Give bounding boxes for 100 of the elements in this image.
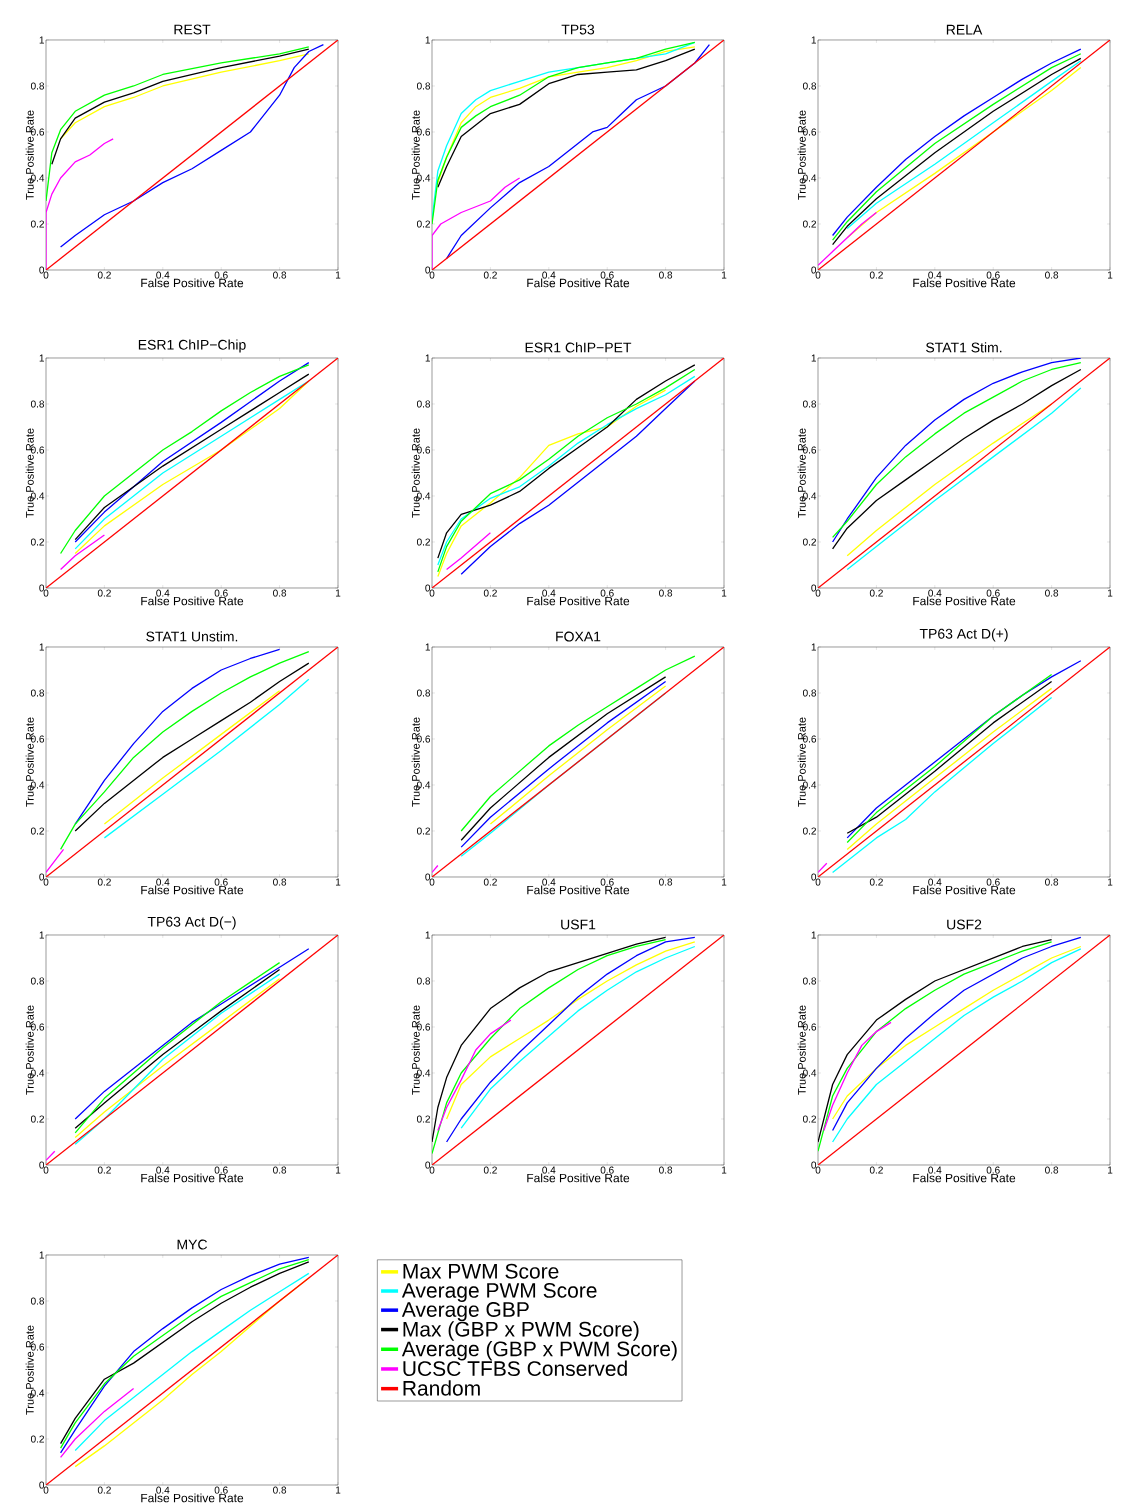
x-axis-title: False Positive Rate xyxy=(913,278,1016,288)
x-tick-label: 0.2 xyxy=(869,878,883,886)
x-tick-label: 0.6 xyxy=(214,1166,228,1174)
x-axis-title: False Positive Rate xyxy=(141,596,244,606)
y-tick-label: 1 xyxy=(39,36,44,44)
x-tick-label: 0.8 xyxy=(273,589,287,597)
x-tick-label: 0.4 xyxy=(928,1166,942,1174)
x-tick-label: 0.6 xyxy=(600,271,614,279)
y-tick-label: 0.2 xyxy=(802,220,816,228)
x-tick-label: 0.8 xyxy=(273,1486,287,1494)
legend-label: Random xyxy=(403,1380,480,1396)
x-tick-label: 0.4 xyxy=(156,878,170,886)
y-tick-label: 0 xyxy=(39,266,45,274)
x-tick-label: 0.8 xyxy=(273,1166,287,1174)
x-tick-label: 0.6 xyxy=(986,271,1000,279)
y-tick-label: 0.2 xyxy=(30,1115,44,1123)
chart-title: MYC xyxy=(177,1239,208,1250)
y-tick-label: 0.8 xyxy=(30,689,45,697)
x-tick-label: 1 xyxy=(1108,271,1113,279)
y-tick-label: 0 xyxy=(811,1161,817,1169)
y-tick-label: 0.8 xyxy=(416,977,431,985)
y-tick-label: 0 xyxy=(425,1161,431,1169)
x-tick-label: 0.4 xyxy=(928,878,942,886)
y-tick-label: 0.8 xyxy=(30,82,45,90)
x-tick-label: 0.8 xyxy=(1045,1166,1059,1174)
y-tick-label: 0.2 xyxy=(802,1115,816,1123)
chart-title: REST xyxy=(174,24,211,35)
y-tick-label: 1 xyxy=(39,931,44,939)
legend-label: Average PWM Score xyxy=(401,1282,597,1302)
y-tick-label: 0 xyxy=(425,266,431,274)
y-tick-label: 1 xyxy=(39,1251,44,1259)
x-tick-label: 0.6 xyxy=(214,589,228,597)
x-tick-label: 0.4 xyxy=(928,589,942,597)
y-tick-label: 1 xyxy=(425,931,430,939)
legend-label: Max PWM Score xyxy=(403,1263,559,1279)
chart-title: TP63 Act D(−) xyxy=(147,916,236,930)
x-tick-label: 0.6 xyxy=(986,1166,1000,1174)
y-tick-label: 0.2 xyxy=(30,220,44,228)
x-tick-label: 0.8 xyxy=(273,878,287,886)
x-tick-label: 0.8 xyxy=(659,878,673,886)
x-tick-label: 0.4 xyxy=(542,271,556,279)
y-tick-label: 0.2 xyxy=(416,1115,430,1123)
x-tick-label: 0.8 xyxy=(1045,589,1059,597)
x-tick-label: 0.4 xyxy=(156,589,170,597)
x-axis-title: False Positive Rate xyxy=(527,1173,630,1183)
x-axis-title: False Positive Rate xyxy=(913,1173,1016,1183)
x-tick-label: 0.6 xyxy=(600,589,614,597)
y-tick-label: 1 xyxy=(425,643,430,651)
y-tick-label: 0.2 xyxy=(30,827,44,835)
y-tick-label: 1 xyxy=(811,354,817,362)
legend-label: Average (GBP x PWM Score) xyxy=(401,1340,677,1361)
y-tick-label: 1 xyxy=(811,36,817,44)
y-tick-label: 0.8 xyxy=(30,400,45,408)
x-tick-label: 0.8 xyxy=(659,589,673,597)
y-tick-label: 0.2 xyxy=(30,1435,44,1443)
y-tick-label: 0.8 xyxy=(416,82,431,90)
x-tick-label: 1 xyxy=(721,1166,727,1174)
x-tick-label: 0.6 xyxy=(986,878,1000,886)
y-tick-label: 0 xyxy=(811,584,817,592)
y-tick-label: 0.8 xyxy=(30,977,45,985)
y-tick-label: 1 xyxy=(425,354,430,362)
chart-title: STAT1 Stim. xyxy=(926,342,1002,353)
x-tick-label: 0.8 xyxy=(1045,878,1059,886)
y-tick-label: 1 xyxy=(39,643,44,651)
x-tick-label: 0.6 xyxy=(214,878,228,886)
x-tick-label: 0.8 xyxy=(659,1166,673,1174)
x-tick-label: 1 xyxy=(721,271,727,279)
x-axis-title: False Positive Rate xyxy=(913,596,1016,606)
x-tick-label: 0.2 xyxy=(483,589,497,597)
y-tick-label: 0 xyxy=(811,266,817,274)
x-tick-label: 0.4 xyxy=(542,878,556,886)
y-tick-label: 0 xyxy=(425,584,431,592)
x-tick-label: 0.8 xyxy=(1045,271,1059,279)
chart-title: TP63 Act D(+) xyxy=(919,628,1008,642)
y-tick-label: 0 xyxy=(39,873,45,881)
chart-title: ESR1 ChIP−PET xyxy=(525,342,632,353)
chart-title: USF1 xyxy=(561,919,596,930)
x-tick-label: 0.8 xyxy=(659,271,673,279)
x-tick-label: 0.4 xyxy=(156,1486,170,1494)
y-tick-label: 1 xyxy=(811,643,817,651)
y-tick-label: 0 xyxy=(39,1481,45,1489)
x-tick-label: 0.6 xyxy=(600,878,614,886)
x-axis-title: False Positive Rate xyxy=(527,596,630,606)
y-tick-label: 0.8 xyxy=(30,1297,45,1305)
y-tick-label: 0.8 xyxy=(416,689,431,697)
x-tick-label: 0.2 xyxy=(97,589,111,597)
x-tick-label: 0.6 xyxy=(214,271,228,279)
y-tick-label: 0.2 xyxy=(802,538,816,546)
x-tick-label: 0.4 xyxy=(928,271,942,279)
x-tick-label: 1 xyxy=(335,589,341,597)
x-tick-label: 0.2 xyxy=(483,1166,497,1174)
x-tick-label: 0.2 xyxy=(97,1486,111,1494)
x-tick-label: 1 xyxy=(1108,589,1113,597)
x-tick-label: 1 xyxy=(335,271,341,279)
chart-title: FOXA1 xyxy=(556,631,601,642)
x-tick-label: 0.2 xyxy=(869,589,883,597)
y-tick-label: 1 xyxy=(39,354,44,362)
legend-label: Max (GBP x PWM Score) xyxy=(403,1321,639,1341)
y-tick-label: 0.8 xyxy=(802,82,817,90)
y-tick-label: 0.8 xyxy=(416,400,431,408)
